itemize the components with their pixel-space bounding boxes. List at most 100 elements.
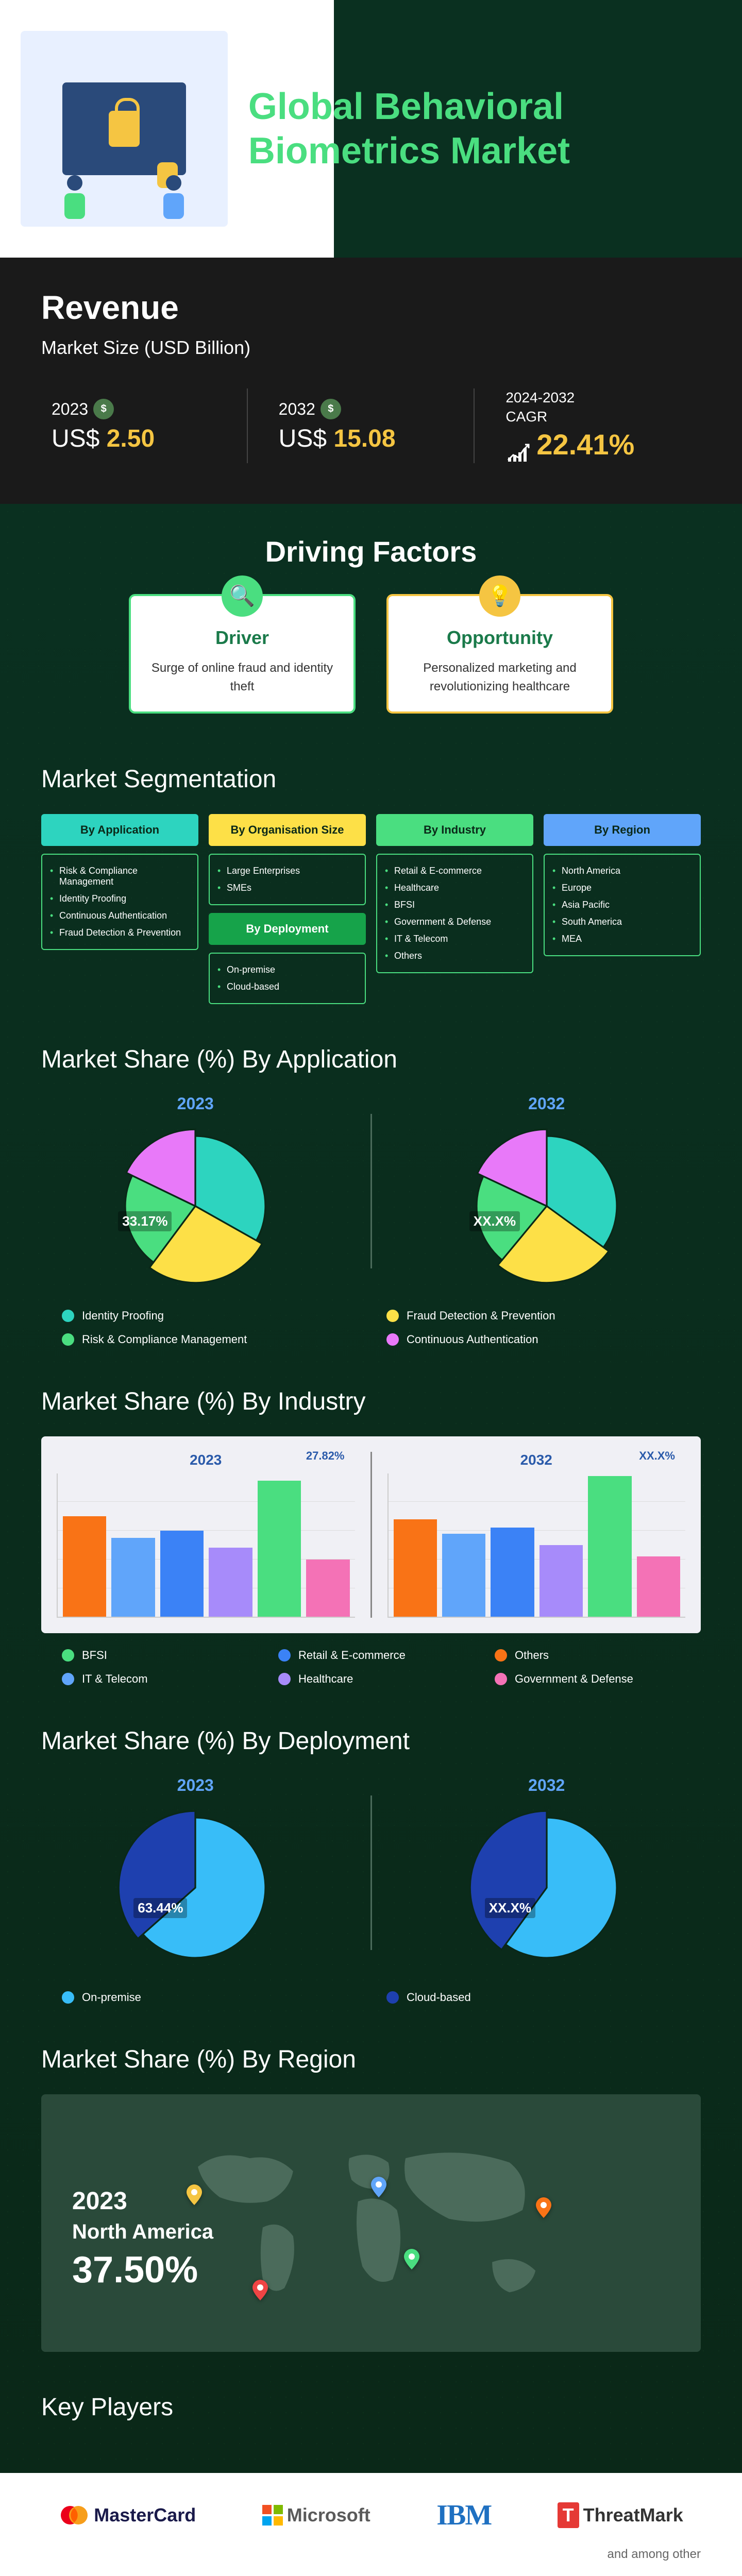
cagr-value: 22.41% (536, 428, 634, 461)
segmentation-title: Market Segmentation (41, 765, 701, 793)
seg-list: Risk & Compliance ManagementIdentity Pro… (41, 854, 198, 950)
legend-dot (62, 1991, 74, 2004)
seg-header: By Application (41, 814, 198, 846)
chart-year: 2023 (41, 1094, 350, 1113)
legend-label: Retail & E-commerce (298, 1649, 406, 1662)
legend-dot (62, 1310, 74, 1322)
map-pin-icon (536, 2197, 551, 2218)
bar-area (57, 1473, 355, 1618)
bar-ind-legend: BFSIRetail & E-commerceOthersIT & Teleco… (41, 1649, 701, 1686)
list-item: Retail & E-commerce (385, 862, 525, 879)
header-illustration (21, 31, 228, 227)
pie-chart: 63.44% (113, 1805, 278, 1970)
person-icon (62, 175, 88, 216)
bar (539, 1545, 583, 1617)
legend-label: BFSI (82, 1649, 107, 1662)
map-section: 2023 North America 37.50% (41, 2094, 701, 2352)
seg-list: North AmericaEuropeAsia PacificSouth Ame… (544, 854, 701, 956)
list-item: Healthcare (385, 879, 525, 896)
opportunity-text: Personalized marketing and revolutionizi… (404, 659, 596, 696)
list-item: Europe (552, 879, 692, 896)
revenue-2032: 2032 US$ 15.08 (268, 388, 475, 463)
pie-dep-legend: On-premiseCloud-based (41, 1991, 701, 2004)
map-percentage: 37.50% (72, 2249, 213, 2291)
chart-year: 2032 (393, 1094, 701, 1113)
pie-callout: 63.44% (133, 1898, 187, 1918)
money-icon (93, 399, 114, 419)
divider (370, 1114, 372, 1268)
seg-header: By Region (544, 814, 701, 846)
legend-item: Healthcare (278, 1672, 464, 1686)
pie-dep-2032: 2032 XX.X% (393, 1776, 701, 1970)
year-label: 2032 (279, 400, 315, 419)
bar-panel-2032: 2032 XX.X% (387, 1452, 686, 1618)
pie-chart: XX.X% (464, 1124, 629, 1289)
legend-dot (386, 1310, 399, 1322)
legend-dot (386, 1991, 399, 2004)
legend-label: Government & Defense (515, 1672, 633, 1686)
driving-factors-row: 🔍 Driver Surge of online fraud and ident… (41, 594, 701, 714)
seg-col-region: By Region North AmericaEuropeAsia Pacifi… (544, 814, 701, 1004)
segmentation-grid: By Application Risk & Compliance Managem… (41, 814, 701, 1004)
map-region-name: North America (72, 2221, 213, 2244)
legend-dot (495, 1673, 507, 1685)
bar-callout: XX.X% (639, 1449, 675, 1463)
revenue-value: 15.08 (333, 425, 395, 452)
legend-dot (278, 1649, 291, 1662)
list-item: IT & Telecom (385, 930, 525, 947)
money-icon (321, 399, 341, 419)
logo-threatmark: TThreatMark (558, 2502, 683, 2528)
cagr-box: 2024-2032 CAGR 22.41% (495, 379, 701, 473)
legend-item: Retail & E-commerce (278, 1649, 464, 1662)
legend-dot (495, 1649, 507, 1662)
pie-app-row: 2023 33.17% 2032 XX.X% (41, 1094, 701, 1289)
page-title: Global Behavioral Biometrics Market (248, 84, 721, 174)
driver-text: Surge of online fraud and identity theft (146, 659, 338, 696)
pie-app-title: Market Share (%) By Application (41, 1045, 701, 1074)
world-map: 2023 North America 37.50% (41, 2094, 701, 2352)
legend-dot (278, 1673, 291, 1685)
list-item: On-premise (217, 961, 357, 978)
opportunity-card: 💡 Opportunity Personalized marketing and… (386, 594, 613, 714)
list-item: Government & Defense (385, 913, 525, 930)
list-item: Risk & Compliance Management (50, 862, 190, 890)
legend-item: Government & Defense (495, 1672, 680, 1686)
list-item: SMEs (217, 879, 357, 896)
legend-item: BFSI (62, 1649, 247, 1662)
bar (306, 1560, 349, 1617)
bar-area (387, 1473, 686, 1618)
bar-panel-2023: 2023 27.82% (57, 1452, 355, 1618)
revenue-subtitle: Market Size (USD Billion) (41, 337, 701, 359)
legend-item: Fraud Detection & Prevention (386, 1309, 680, 1323)
legend-label: On-premise (82, 1991, 141, 2004)
list-item: BFSI (385, 896, 525, 913)
divider (370, 1795, 372, 1950)
map-pin-icon (371, 2177, 386, 2197)
legend-label: Identity Proofing (82, 1309, 164, 1323)
driver-title: Driver (146, 627, 338, 649)
pie-callout: XX.X% (469, 1211, 520, 1231)
legend-item: Identity Proofing (62, 1309, 356, 1323)
bar (258, 1481, 301, 1617)
list-item: South America (552, 913, 692, 930)
currency-prefix: US$ (279, 425, 327, 452)
list-item: Cloud-based (217, 978, 357, 995)
list-item: MEA (552, 930, 692, 947)
logo-mastercard: MasterCard (59, 2504, 196, 2526)
keyplayers-row: MasterCard Microsoft IBM TThreatMark (41, 2499, 701, 2532)
legend-label: Others (515, 1649, 549, 1662)
legend-dot (62, 1673, 74, 1685)
bar (491, 1528, 534, 1616)
legend-dot (62, 1649, 74, 1662)
seg-list: Large EnterprisesSMEs (209, 854, 366, 905)
map-pin-icon (252, 2280, 268, 2300)
pie-app-legend: Identity Proofing Fraud Detection & Preve… (41, 1309, 701, 1346)
pie-app-2023: 2023 33.17% (41, 1094, 350, 1289)
bar (394, 1519, 437, 1617)
keyplayers-more: and among other (41, 2547, 701, 2562)
currency-prefix: US$ (52, 425, 99, 452)
list-item: Identity Proofing (50, 890, 190, 907)
legend-dot (386, 1333, 399, 1346)
cagr-period: 2024-2032 (505, 389, 575, 405)
pie-dep-title: Market Share (%) By Deployment (41, 1727, 701, 1755)
